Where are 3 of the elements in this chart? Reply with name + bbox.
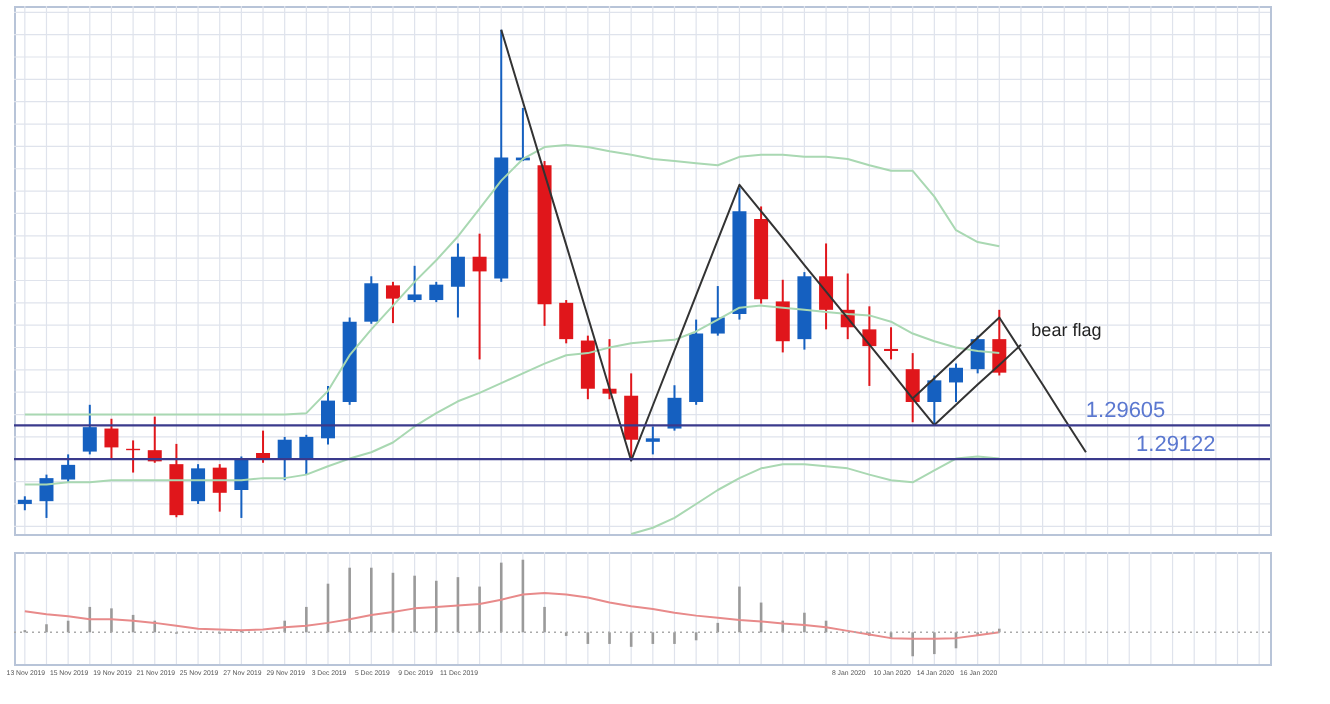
ref-line-label: 1.29605 — [1085, 399, 1166, 424]
ref-line-label: 1.29122 — [1136, 433, 1216, 458]
annotation: bear flag — [1031, 320, 1102, 340]
